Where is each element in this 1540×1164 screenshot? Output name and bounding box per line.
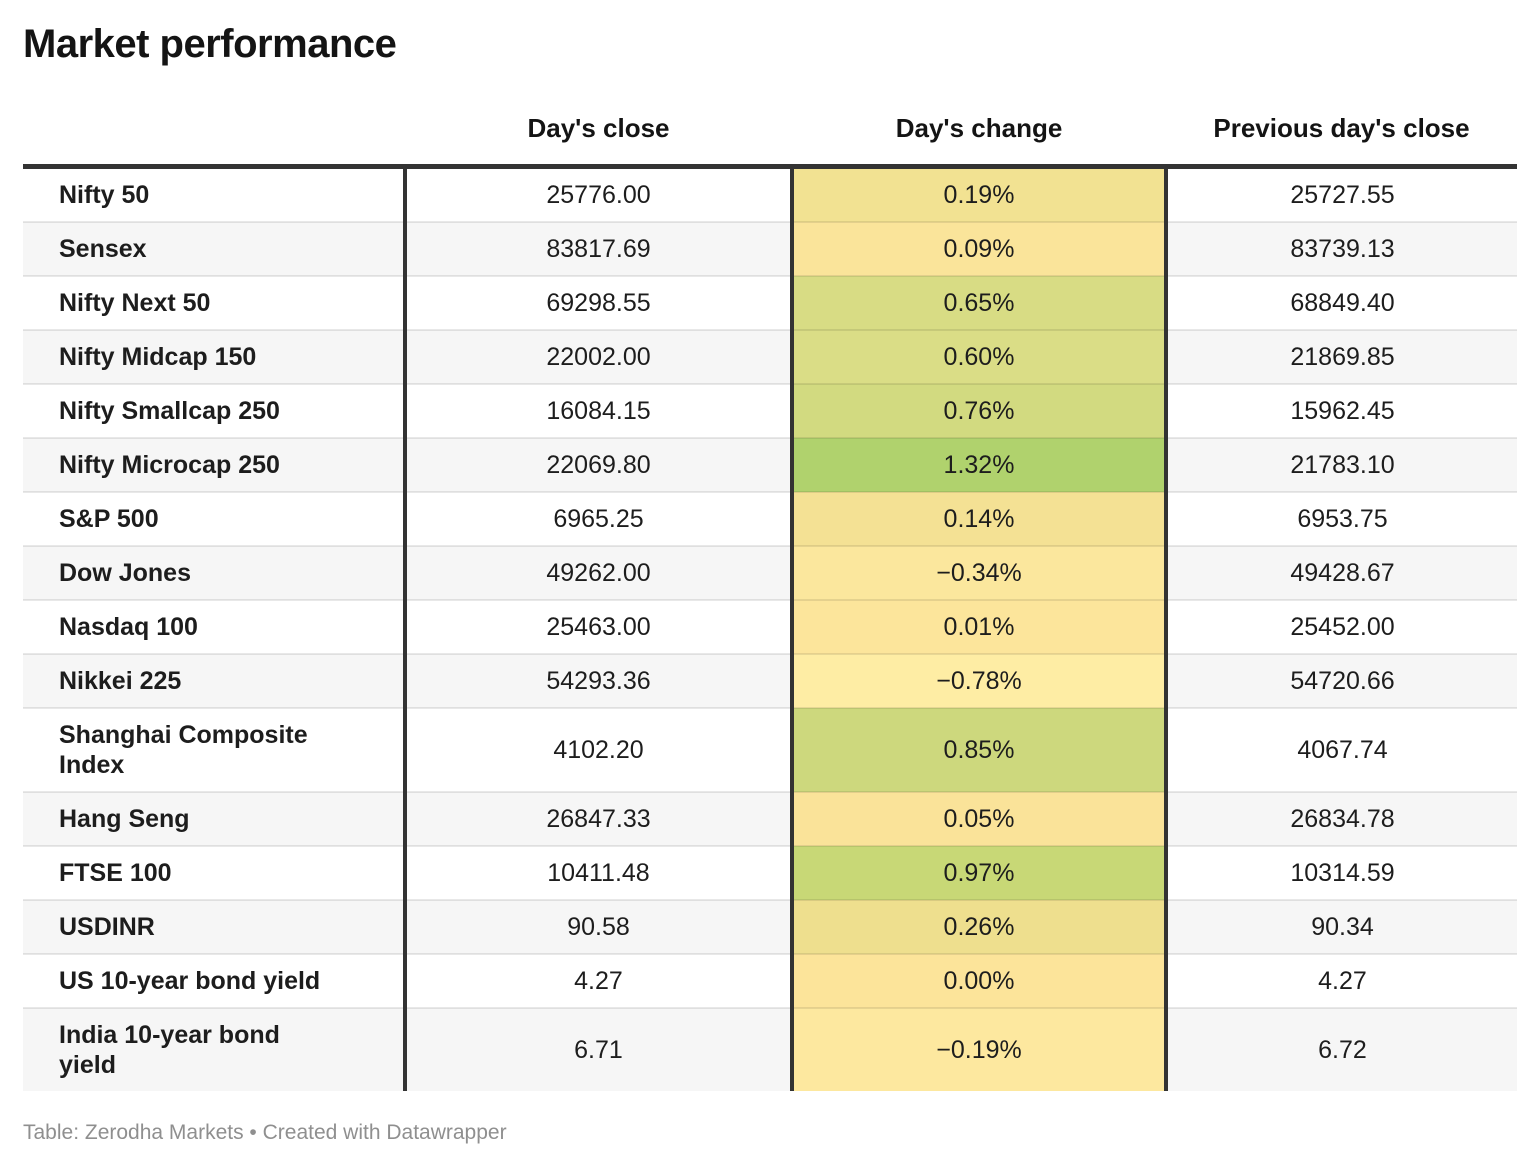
- prev-close-cell: 26834.78: [1166, 791, 1517, 846]
- header-previous-days-close: Previous day's close: [1213, 113, 1470, 143]
- table-row: Nifty Midcap 150 22002.00 0.60% 21869.85: [23, 329, 1517, 384]
- table-header: Day's close Day's change Previous day's …: [23, 113, 1517, 167]
- row-label-cell: Nifty Microcap 250: [23, 437, 407, 492]
- table-row: Dow Jones 49262.00 −0.34% 49428.67: [23, 545, 1517, 600]
- days-close-cell: 4102.20: [405, 707, 792, 792]
- days-close-cell: 49262.00: [405, 545, 792, 600]
- days-change-cell: 0.05%: [790, 791, 1168, 846]
- row-label-cell: Nifty Smallcap 250: [23, 383, 407, 438]
- prev-close-cell: 4.27: [1166, 953, 1517, 1008]
- days-change-cell: 0.19%: [790, 166, 1168, 222]
- table-row: Nifty 50 25776.00 0.19% 25727.55: [23, 166, 1517, 222]
- prev-close-cell: 4067.74: [1166, 707, 1517, 792]
- header-days-change: Day's change: [895, 113, 1063, 143]
- row-label-cell: Nikkei 225: [23, 653, 407, 708]
- row-label-cell: Nifty Next 50: [23, 275, 407, 330]
- row-label-cell: Nifty 50: [23, 166, 407, 222]
- row-label-cell: Dow Jones: [23, 545, 407, 600]
- prev-close-cell: 54720.66: [1166, 653, 1517, 708]
- days-change-cell: 0.14%: [790, 491, 1168, 546]
- days-close-cell: 16084.15: [405, 383, 792, 438]
- row-label-cell: USDINR: [23, 899, 407, 954]
- days-close-cell: 22002.00: [405, 329, 792, 384]
- days-change-cell: 1.32%: [790, 437, 1168, 492]
- days-close-cell: 25776.00: [546, 181, 651, 209]
- days-change-cell: 0.01%: [790, 599, 1168, 654]
- days-close-cell: 22069.80: [405, 437, 792, 492]
- days-close-cell: 25463.00: [405, 599, 792, 654]
- days-close-cell: 4.27: [405, 953, 792, 1008]
- table-row: India 10-year bond yield 6.71 −0.19% 6.72: [23, 1007, 1517, 1091]
- attribution-footer: Table: Zerodha Markets • Created with Da…: [23, 1121, 507, 1144]
- row-label-cell: India 10-year bond yield: [23, 1007, 407, 1091]
- days-change-cell: −0.19%: [790, 1007, 1168, 1091]
- row-label-cell: Nasdaq 100: [23, 599, 407, 654]
- table-row: Nifty Next 50 69298.55 0.65% 68849.40: [23, 275, 1517, 330]
- table-row: US 10-year bond yield 4.27 0.00% 4.27: [23, 953, 1517, 1008]
- table-row: USDINR 90.58 0.26% 90.34: [23, 899, 1517, 954]
- days-change-cell: 0.85%: [790, 707, 1168, 792]
- days-close-cell: 6.71: [405, 1007, 792, 1091]
- prev-close-cell: 68849.40: [1166, 275, 1517, 330]
- prev-close-cell: 25727.55: [1290, 181, 1395, 209]
- prev-close-cell: 15962.45: [1166, 383, 1517, 438]
- prev-close-cell: 83739.13: [1166, 221, 1517, 276]
- table-row: Hang Seng 26847.33 0.05% 26834.78: [23, 791, 1517, 846]
- days-close-cell: 10411.48: [405, 845, 792, 900]
- prev-close-cell: 21869.85: [1166, 329, 1517, 384]
- prev-close-cell: 6.72: [1166, 1007, 1517, 1091]
- market-performance-table: Day's close Day's change Previous day's …: [23, 113, 1517, 1091]
- row-label-cell: Sensex: [23, 221, 407, 276]
- prev-close-cell: 21783.10: [1166, 437, 1517, 492]
- prev-close-cell: 90.34: [1166, 899, 1517, 954]
- days-change-cell: −0.78%: [790, 653, 1168, 708]
- days-change-cell: 0.76%: [790, 383, 1168, 438]
- row-label-cell: US 10-year bond yield: [23, 953, 407, 1008]
- row-label-cell: FTSE 100: [23, 845, 407, 900]
- days-close-cell: 54293.36: [405, 653, 792, 708]
- row-label-cell: Shanghai Composite Index: [23, 707, 407, 792]
- header-days-close: Day's close: [527, 113, 670, 143]
- days-change-cell: 0.65%: [790, 275, 1168, 330]
- table-body: Nifty 50 25776.00 0.19% 25727.55 Sensex 83817…: [23, 166, 1517, 1091]
- days-close-cell: 90.58: [405, 899, 792, 954]
- days-change-cell: 0.60%: [790, 329, 1168, 384]
- days-change-cell: 0.00%: [790, 953, 1168, 1008]
- table-row: FTSE 100 10411.48 0.97% 10314.59: [23, 845, 1517, 900]
- table-row: Nifty Microcap 250 22069.80 1.32% 21783.10: [23, 437, 1517, 492]
- row-label-cell: S&P 500: [23, 491, 407, 546]
- row-label-cell: Hang Seng: [23, 791, 407, 846]
- table-row: Nasdaq 100 25463.00 0.01% 25452.00: [23, 599, 1517, 654]
- days-change-cell: 0.09%: [790, 221, 1168, 276]
- days-close-cell: 6965.25: [405, 491, 792, 546]
- days-close-cell: 26847.33: [405, 791, 792, 846]
- days-change-cell: −0.34%: [790, 545, 1168, 600]
- days-change-cell: 0.97%: [790, 845, 1168, 900]
- days-close-cell: 83817.69: [405, 221, 792, 276]
- prev-close-cell: 49428.67: [1166, 545, 1517, 600]
- table-row: Sensex 83817.69 0.09% 83739.13: [23, 221, 1517, 276]
- days-close-cell: 69298.55: [405, 275, 792, 330]
- row-label-cell: Nifty Midcap 150: [23, 329, 407, 384]
- table-row: Shanghai Composite Index 4102.20 0.85% 4067…: [23, 707, 1517, 792]
- prev-close-cell: 10314.59: [1166, 845, 1517, 900]
- table-row: Nifty Smallcap 250 16084.15 0.76% 15962.45: [23, 383, 1517, 438]
- prev-close-cell: 25452.00: [1166, 599, 1517, 654]
- table-row: S&P 500 6965.25 0.14% 6953.75: [23, 491, 1517, 546]
- days-change-cell: 0.26%: [790, 899, 1168, 954]
- table-row: Nikkei 225 54293.36 −0.78% 54720.66: [23, 653, 1517, 708]
- page-title: Market performance: [23, 22, 397, 66]
- prev-close-cell: 6953.75: [1166, 491, 1517, 546]
- header-row-label: [23, 113, 405, 167]
